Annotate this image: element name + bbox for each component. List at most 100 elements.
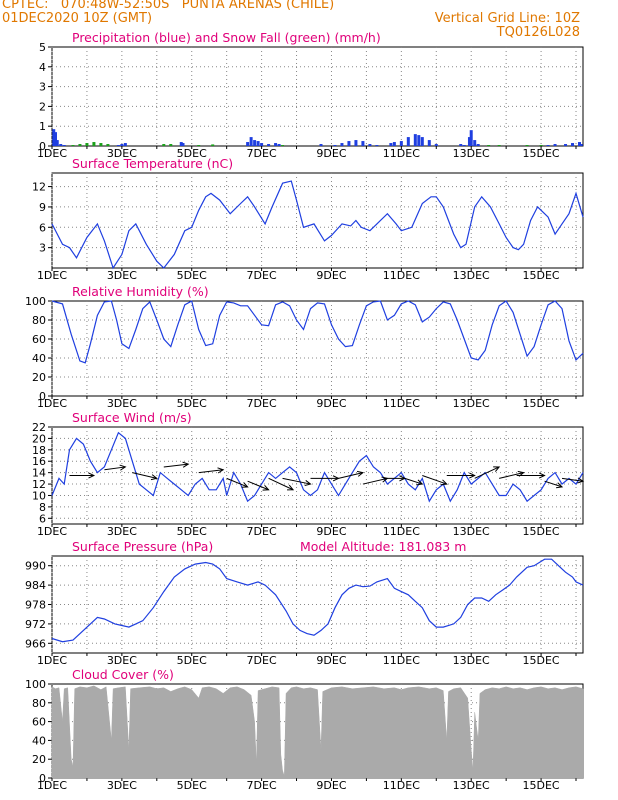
y-tick-label: 80	[32, 697, 46, 710]
wind-arrow-head	[577, 477, 585, 484]
y-tick-label: 100	[25, 678, 46, 691]
y-tick-label: 20	[32, 371, 46, 384]
wind-arrow	[561, 477, 584, 482]
y-tick-label: 9	[39, 201, 46, 214]
precip-bar	[469, 130, 473, 146]
snow-bar	[539, 145, 543, 146]
x-tick-label: 7DEC	[247, 779, 277, 792]
precip-bar	[55, 140, 59, 146]
wind-arrow	[544, 480, 563, 488]
wind-arrow-head	[416, 479, 424, 486]
wind-arrow-head	[556, 482, 564, 489]
x-tick-label: 7DEC	[247, 397, 277, 410]
header-line1: CPTEC: 070:48W-52:50S PUNTA ARENAS (CHIL…	[2, 0, 335, 12]
precip-bar	[571, 143, 575, 146]
series-line	[51, 431, 584, 503]
x-tick-label: 13DEC	[453, 269, 490, 282]
y-tick-label: 60	[32, 716, 46, 729]
x-tick-label: 9DEC	[316, 779, 346, 792]
snow-bar	[281, 145, 285, 146]
wind-arrow-head	[287, 484, 295, 491]
x-tick-label: 3DEC	[107, 397, 137, 410]
x-tick-label: 3DEC	[107, 147, 137, 160]
x-tick-label: 9DEC	[316, 525, 346, 538]
y-tick-label: 12	[32, 181, 46, 194]
wind-arrow	[474, 466, 500, 479]
wind-arrow	[132, 472, 157, 479]
x-tick-label: 1DEC	[37, 654, 67, 667]
x-tick-label: 13DEC	[453, 147, 490, 160]
precip-bar	[116, 145, 120, 146]
y-tick-label: 100	[25, 295, 46, 308]
snow-bar	[78, 144, 82, 146]
x-tick-label: 11DEC	[383, 397, 420, 410]
y-tick-label: 18	[32, 444, 46, 457]
x-tick-label: 7DEC	[247, 269, 277, 282]
precip-bar	[417, 135, 421, 146]
x-tick-label: 15DEC	[523, 525, 560, 538]
precip-bar	[59, 144, 63, 146]
y-tick-label: 984	[25, 579, 46, 592]
wind-arrow-head	[241, 482, 249, 488]
precip-bar	[333, 145, 337, 146]
wind-arrow	[247, 480, 269, 491]
x-tick-label: 13DEC	[453, 397, 490, 410]
wind-arrow	[362, 477, 388, 485]
x-tick-label: 9DEC	[316, 147, 346, 160]
snow-bar	[99, 143, 103, 146]
x-tick-label: 7DEC	[247, 147, 277, 160]
snow-bar	[525, 145, 529, 146]
precip-bar	[392, 142, 396, 146]
panel-title: Precipitation (blue) and Snow Fall (gree…	[72, 30, 381, 45]
series-line	[51, 180, 584, 270]
wind-arrow-head	[150, 474, 158, 481]
snow-bar	[197, 145, 201, 146]
wind-arrow-head	[88, 472, 96, 479]
snow-bar	[497, 145, 501, 146]
precip-bar	[120, 144, 124, 146]
wind-arrow	[404, 477, 423, 485]
x-tick-label: 15DEC	[523, 779, 560, 792]
y-tick-label: 3	[39, 242, 46, 255]
wind-arrow	[499, 472, 524, 479]
precip-bar	[354, 140, 358, 146]
snow-bar	[71, 145, 75, 146]
x-tick-label: 5DEC	[177, 525, 207, 538]
panel-frame	[51, 555, 584, 654]
wind-arrow-head	[119, 464, 127, 471]
x-tick-label: 11DEC	[383, 269, 420, 282]
y-tick-label: 8	[39, 501, 46, 514]
precip-bar	[553, 144, 557, 146]
x-tick-label: 9DEC	[316, 397, 346, 410]
precip-bar	[267, 144, 271, 146]
snow-bar	[487, 145, 491, 146]
precip-bar	[52, 129, 56, 146]
x-tick-label: 3DEC	[107, 654, 137, 667]
x-tick-label: 9DEC	[316, 269, 346, 282]
y-tick-label: 0	[39, 140, 46, 153]
precip-bar	[399, 141, 403, 146]
snow-bar	[85, 143, 89, 146]
x-tick-label: 11DEC	[383, 525, 420, 538]
wind-arrow	[422, 475, 447, 485]
grid-line-label: Vertical Grid Line: 10Z	[434, 11, 580, 26]
panel-frame	[51, 172, 584, 269]
x-tick-label: 1DEC	[37, 269, 67, 282]
y-tick-label: 20	[32, 432, 46, 445]
panel-frame	[51, 300, 584, 397]
snow-bar	[162, 144, 166, 146]
y-tick-label: 80	[32, 314, 46, 327]
x-tick-label: 7DEC	[247, 654, 277, 667]
precip-bar	[467, 137, 471, 146]
x-tick-label: 9DEC	[316, 654, 346, 667]
precip-bar	[546, 145, 550, 146]
precip-bar	[347, 141, 351, 146]
snow-bar	[169, 144, 173, 146]
x-tick-label: 7DEC	[247, 525, 277, 538]
x-tick-label: 11DEC	[383, 779, 420, 792]
precip-bar	[253, 140, 257, 146]
header-line2: 01DEC2020 10Z (GMT)	[2, 11, 153, 26]
y-tick-label: 10	[32, 489, 46, 502]
wind-arrow	[198, 469, 224, 474]
x-tick-label: 11DEC	[383, 654, 420, 667]
